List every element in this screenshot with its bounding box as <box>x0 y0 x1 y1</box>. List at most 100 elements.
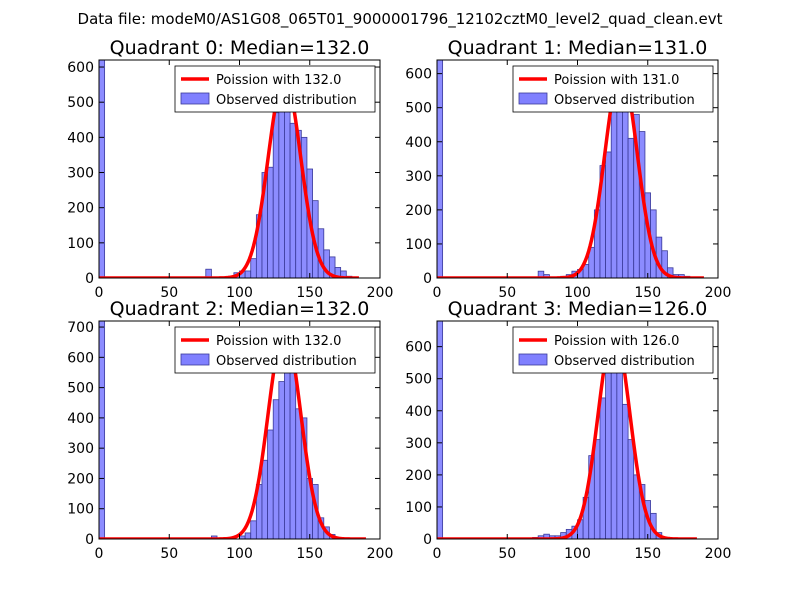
legend: Poission with 132.0 Observed distribution <box>174 65 376 113</box>
y-tick-label: 300 <box>67 441 94 457</box>
histogram-bar <box>267 429 274 539</box>
x-tick-label: 150 <box>296 546 323 562</box>
subplot-quadrant-0: 0 50 100 150 200 0 100 200 300 400 500 600 Quadrant … <box>67 37 393 301</box>
y-tick-label: 500 <box>67 95 94 111</box>
y-tick-label: 600 <box>405 340 432 356</box>
histogram-bar <box>205 268 212 278</box>
x-tick-label: 150 <box>634 546 661 562</box>
x-tick-label: 50 <box>160 285 178 301</box>
histogram-bar <box>289 369 297 539</box>
subplot-quadrant-3: 0 50 100 150 200 0 100 200 300 400 500 600 Quadrant … <box>405 298 731 562</box>
poisson-fit-line <box>437 328 698 539</box>
x-tick-label: 200 <box>705 285 732 301</box>
x-tick-label: 0 <box>433 285 442 301</box>
histogram-bar <box>610 100 618 278</box>
y-tick-label: 200 <box>67 471 94 487</box>
y-tick-label: 600 <box>405 67 432 83</box>
histogram-bar <box>437 60 444 278</box>
histogram-bar <box>627 439 635 539</box>
histogram-bar <box>295 408 302 539</box>
poisson-fit-line <box>437 68 705 278</box>
x-tick-label: 100 <box>564 546 591 562</box>
histogram-bar <box>289 122 297 278</box>
histogram-bar <box>284 344 291 539</box>
subplot-quadrant-1: 0 50 100 150 200 0 100 200 300 400 500 600 Quadrant … <box>405 37 731 301</box>
y-tick-label: 400 <box>405 404 432 420</box>
subplot-title: Quadrant 0: Median=132.0 <box>110 37 370 59</box>
legend-label-fit: Poission with 132.0 <box>216 334 341 349</box>
histogram-bar <box>272 112 280 278</box>
histogram-bar <box>244 270 252 278</box>
y-tick-label: 0 <box>423 271 432 287</box>
histogram-bar <box>616 368 623 539</box>
y-tick-label: 300 <box>405 169 432 185</box>
legend-label-observed: Observed distribution <box>216 93 357 108</box>
legend: Poission with 132.0 Observed distribution <box>174 326 376 374</box>
x-tick-label: 0 <box>95 285 104 301</box>
histogram-bar <box>250 258 257 278</box>
y-tick-label: 400 <box>405 135 432 151</box>
histogram-bar <box>278 98 285 278</box>
subplot-title: Quadrant 1: Median=131.0 <box>448 37 708 59</box>
y-tick-label: 400 <box>67 411 94 427</box>
legend-label-observed: Observed distribution <box>216 354 357 369</box>
histogram-bar <box>599 397 606 539</box>
x-tick-label: 150 <box>634 285 661 301</box>
y-tick-label: 300 <box>67 166 94 182</box>
histogram-bar <box>661 250 668 278</box>
legend-bar-swatch <box>518 353 548 366</box>
x-tick-label: 50 <box>498 546 516 562</box>
y-tick-label: 500 <box>405 372 432 388</box>
histogram-bar <box>627 137 635 278</box>
histogram-bar <box>99 321 106 539</box>
histogram-bar <box>593 439 601 539</box>
poisson-fit-line <box>99 75 360 278</box>
histogram-bar <box>99 60 106 278</box>
subplot-title: Quadrant 3: Median=126.0 <box>448 298 708 320</box>
y-tick-label: 200 <box>67 201 94 217</box>
y-tick-label: 500 <box>405 101 432 117</box>
x-tick-label: 50 <box>498 285 516 301</box>
x-tick-label: 200 <box>367 285 394 301</box>
legend-label-fit: Poission with 126.0 <box>554 334 679 349</box>
x-tick-label: 100 <box>564 285 591 301</box>
y-tick-label: 200 <box>405 203 432 219</box>
y-tick-label: 600 <box>67 350 94 366</box>
x-tick-label: 50 <box>160 546 178 562</box>
legend-label-fit: Poission with 131.0 <box>554 73 679 88</box>
histogram-bar <box>261 459 269 539</box>
y-tick-label: 0 <box>423 532 432 548</box>
poisson-fit-line <box>99 328 367 539</box>
subplot-quadrant-2: 0 50 100 150 200 0 100 200 300 400 500 600 700 Quadra… <box>67 298 393 562</box>
histogram-bar <box>605 151 612 278</box>
histogram-bar <box>340 270 347 278</box>
figure-suptitle: Data file: modeM0/AS1G08_065T01_90000017… <box>78 10 723 29</box>
subplot-grid: 0 50 100 150 2000100200300400500600Quadrant … <box>67 37 731 562</box>
histogram-bar <box>267 166 274 278</box>
legend-label-observed: Observed distribution <box>554 354 695 369</box>
x-tick-label: 100 <box>226 285 253 301</box>
legend-bar-swatch <box>180 92 210 105</box>
histogram-bar <box>250 520 257 539</box>
histogram-bar <box>437 321 444 539</box>
legend-label-fit: Poission with 132.0 <box>216 73 341 88</box>
y-tick-label: 0 <box>85 271 94 287</box>
x-tick-label: 0 <box>95 546 104 562</box>
y-tick-label: 100 <box>405 237 432 253</box>
x-tick-label: 150 <box>296 285 323 301</box>
plot-area <box>437 60 705 278</box>
histogram-bar <box>610 349 618 539</box>
y-tick-label: 700 <box>67 320 94 336</box>
legend-bar-swatch <box>518 92 548 105</box>
subplot-title: Quadrant 2: Median=132.0 <box>110 298 370 320</box>
legend-bar-swatch <box>180 353 210 366</box>
y-tick-label: 200 <box>405 468 432 484</box>
y-tick-label: 100 <box>405 500 432 516</box>
histogram-bar <box>622 403 629 539</box>
y-tick-label: 100 <box>67 502 94 518</box>
histogram-bar <box>278 381 285 539</box>
x-tick-label: 200 <box>705 546 732 562</box>
plot-area <box>99 321 367 539</box>
y-tick-label: 500 <box>67 381 94 397</box>
